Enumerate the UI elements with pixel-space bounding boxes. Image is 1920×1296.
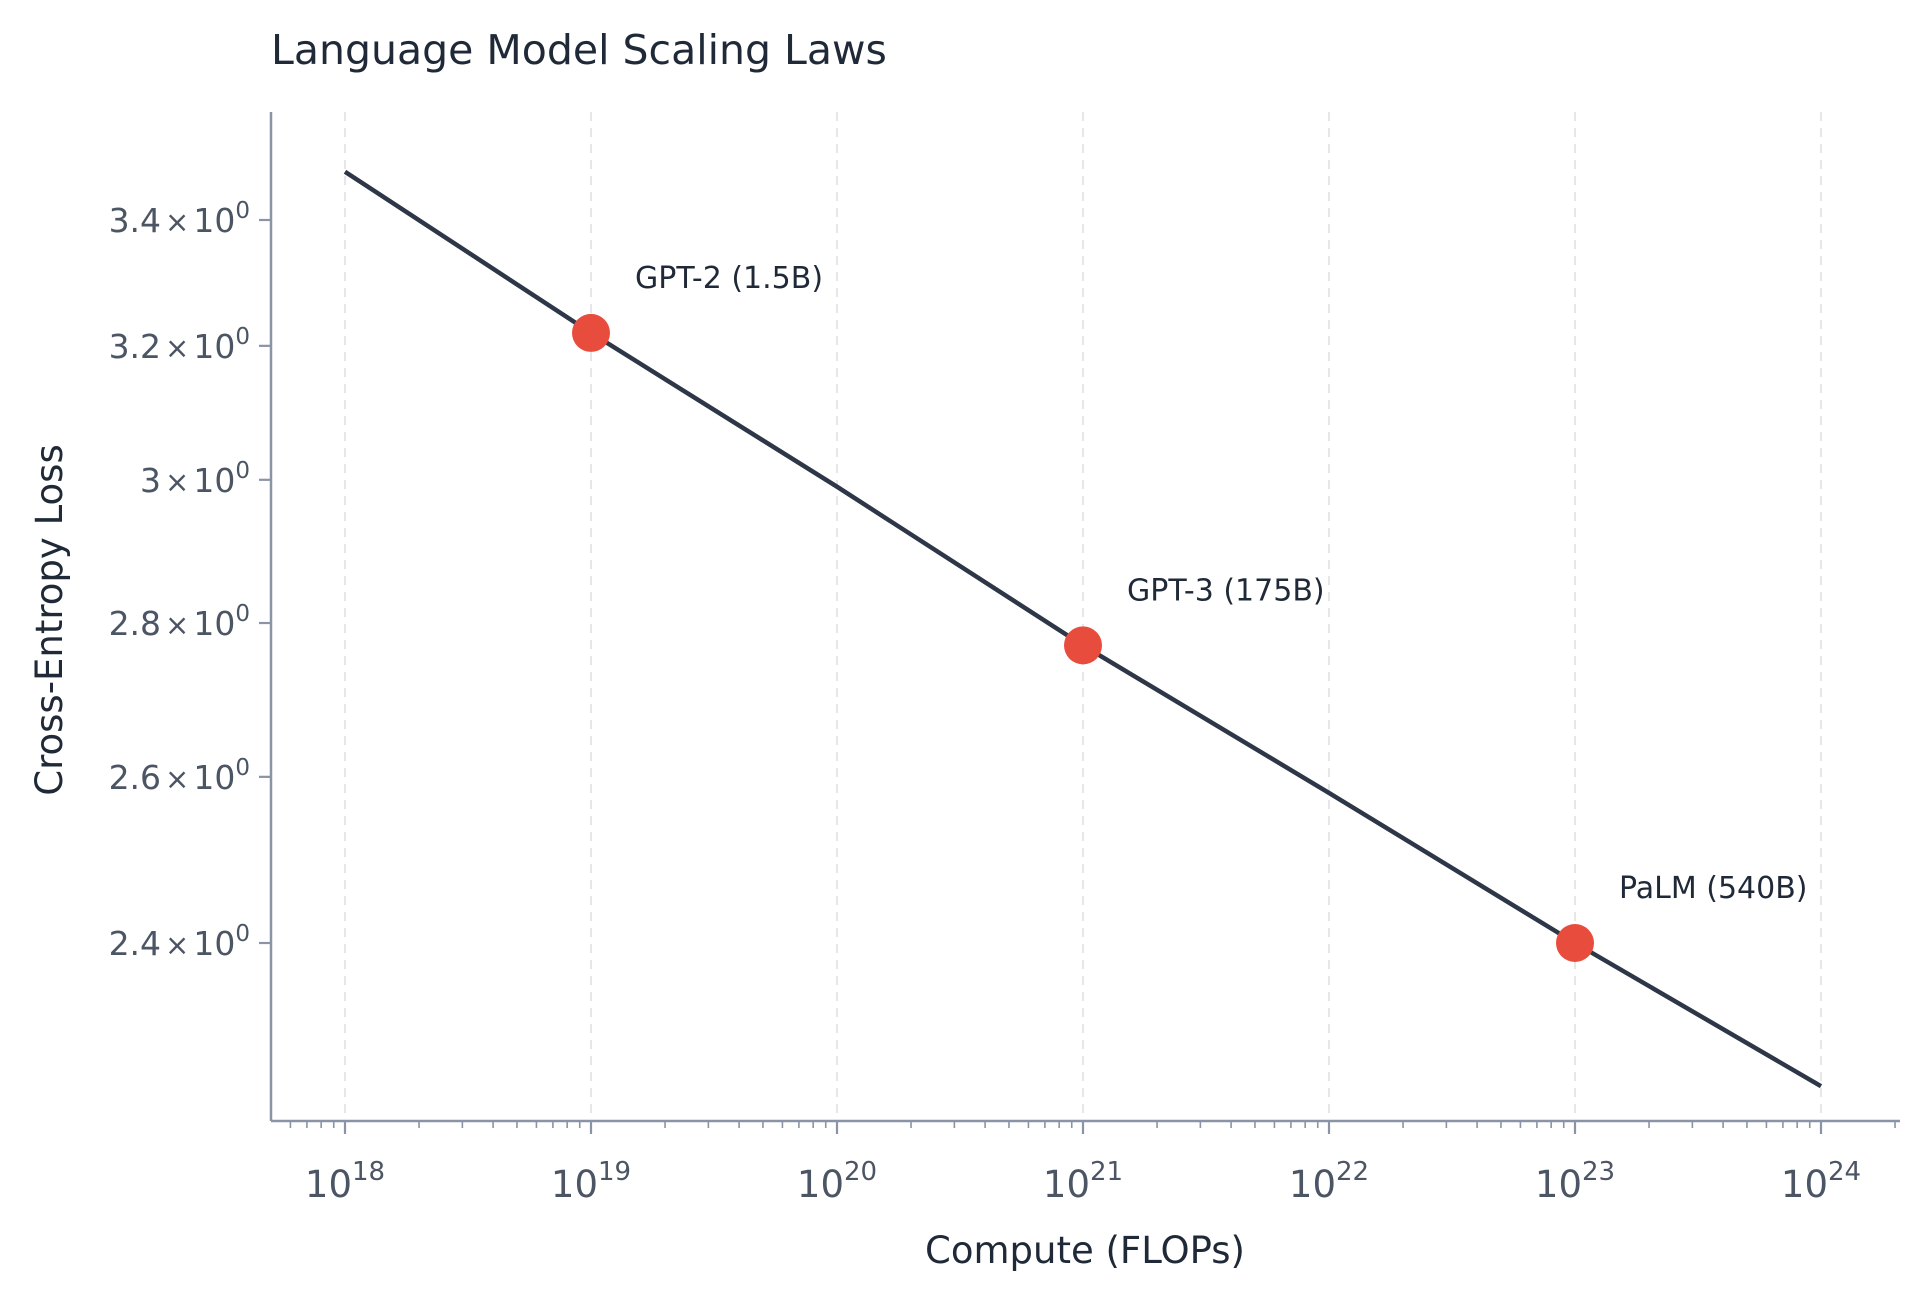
x-tick-labels: 1018 1019 1020 1021 1022 1023 1024 xyxy=(305,1157,1861,1206)
model-points xyxy=(572,313,1594,962)
model-point xyxy=(1064,626,1102,665)
model-label: GPT-3 (175B) xyxy=(1127,573,1325,608)
x-tick-label: 1018 xyxy=(305,1157,385,1206)
model-label: PaLM (540B) xyxy=(1619,871,1808,906)
model-label: GPT-2 (1.5B) xyxy=(635,261,823,296)
x-axis-label: Compute (FLOPs) xyxy=(925,1229,1245,1272)
x-tick-label: 1022 xyxy=(1289,1157,1369,1206)
x-tick-label: 1020 xyxy=(797,1157,877,1206)
x-tick-label: 1019 xyxy=(551,1157,631,1206)
x-tick-label: 1024 xyxy=(1781,1157,1861,1206)
major-ticks xyxy=(259,218,1823,1134)
chart-title: Language Model Scaling Laws xyxy=(271,26,887,74)
y-tick-label: 3.4 × 100 xyxy=(109,198,250,240)
y-axis-label: Cross-Entropy Loss xyxy=(28,444,71,795)
model-point xyxy=(1556,924,1594,962)
y-tick-label: 3.2 × 100 xyxy=(109,324,250,366)
model-point xyxy=(572,313,610,352)
y-tick-labels: 3.4 × 100 3.2 × 100 3 × 100 2.8 × 100 2.6 × 100 2.4 × 100 xyxy=(109,198,250,963)
x-tick-label: 1023 xyxy=(1535,1157,1615,1206)
x-tick-label: 1021 xyxy=(1043,1157,1123,1206)
y-tick-label: 2.6 × 100 xyxy=(109,755,250,797)
y-tick-label: 2.4 × 100 xyxy=(109,921,250,963)
y-tick-label: 3 × 100 xyxy=(140,458,250,500)
y-tick-label: 2.8 × 100 xyxy=(109,601,250,643)
model-annotations: GPT-2 (1.5B) GPT-3 (175B) PaLM (540B) xyxy=(635,261,1808,906)
grid-layer xyxy=(344,112,1822,1121)
